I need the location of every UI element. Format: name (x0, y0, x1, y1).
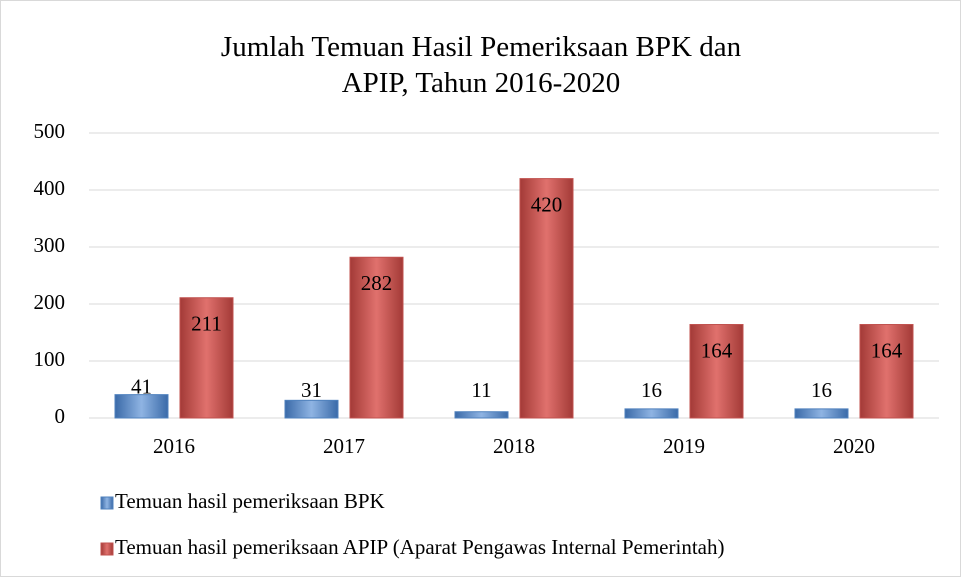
bar (454, 411, 509, 419)
x-tick-label: 2017 (323, 434, 365, 458)
x-tick-label: 2018 (493, 434, 535, 458)
data-label: 282 (361, 271, 393, 295)
data-label: 164 (701, 338, 733, 362)
data-label: 211 (191, 312, 222, 336)
legend-label: Temuan hasil pemeriksaan BPK (115, 489, 385, 513)
y-tick-label: 0 (55, 404, 66, 428)
y-tick-label: 300 (34, 233, 66, 257)
x-tick-label: 2016 (153, 434, 195, 458)
chart-title: Jumlah Temuan Hasil Pemeriksaan BPK dan … (220, 31, 742, 99)
data-label: 16 (811, 378, 832, 402)
y-tick-label: 200 (34, 290, 66, 314)
y-tick-label: 500 (34, 119, 66, 143)
data-label: 11 (471, 378, 491, 402)
data-label: 16 (641, 378, 662, 402)
data-label: 31 (301, 378, 322, 402)
bar (519, 178, 574, 419)
y-tick-label: 100 (34, 347, 66, 371)
data-label: 164 (871, 338, 903, 362)
legend-swatch (100, 542, 114, 556)
bar (179, 297, 234, 419)
bar (284, 399, 339, 419)
legend-swatch (100, 496, 114, 510)
data-label: 41 (131, 374, 152, 398)
bar (689, 324, 744, 419)
y-tick-label: 400 (34, 176, 66, 200)
bar (114, 394, 169, 419)
x-tick-label: 2019 (663, 434, 705, 458)
bar (859, 324, 914, 419)
legend-label: Temuan hasil pemeriksaan APIP (Aparat Pe… (115, 535, 724, 559)
bar (349, 256, 404, 419)
x-tick-label: 2020 (833, 434, 875, 458)
bar (624, 408, 679, 419)
bar (794, 408, 849, 419)
data-label: 420 (531, 192, 563, 216)
